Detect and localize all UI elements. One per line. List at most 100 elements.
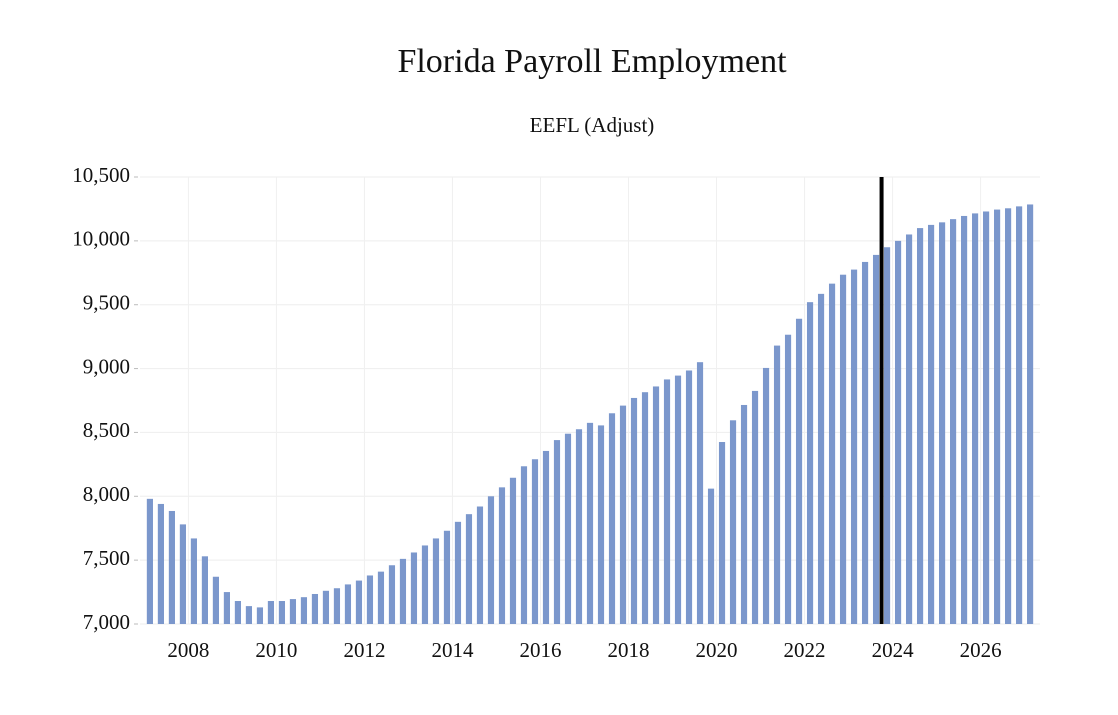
x-tick-label: 2016 [519,638,561,662]
bar [950,219,957,624]
y-tick-label: 10,500 [72,163,130,187]
bar [1016,206,1023,625]
bar [773,345,781,624]
bar [630,397,638,624]
bar [223,592,230,624]
bar [333,588,341,624]
y-tick-label: 7,500 [83,546,130,570]
bar [927,224,935,624]
bar [344,584,352,624]
x-tick-label: 2010 [255,638,297,662]
chart-title: Florida Payroll Employment [397,43,787,80]
bar [531,459,539,624]
bar [234,601,242,624]
bar [784,334,792,624]
bar [465,514,473,624]
bar [641,392,649,624]
bar [388,565,396,624]
bar [696,362,704,624]
bar [377,571,385,624]
bar [366,575,374,624]
bar [762,367,770,624]
bar [685,370,693,624]
bar [586,422,594,624]
x-tick-label: 2024 [872,638,915,662]
y-tick-label: 7,000 [83,610,130,634]
bar [608,413,616,624]
bar [850,269,858,624]
bar [707,488,715,624]
bar [498,487,506,624]
bar [597,425,605,624]
bar [883,247,891,624]
bar [619,405,627,624]
bar [322,590,330,624]
bar [410,552,418,624]
bar [245,606,253,624]
bar [300,597,308,624]
bar [740,404,748,624]
bar [443,530,451,624]
bar [839,274,847,624]
bar [487,496,495,624]
bar [894,240,902,624]
y-tick-label: 8,500 [83,418,130,442]
bar [961,215,968,624]
bar [1027,204,1034,625]
bar [542,450,550,624]
bar [289,599,297,624]
bar [267,601,275,624]
bar [751,390,759,624]
bar [553,440,561,624]
bar [817,293,825,624]
chart-subtitle: EEFL (Adjust) [530,113,655,137]
bar [905,234,913,624]
y-tick-label: 10,000 [72,227,130,251]
bar [168,510,175,624]
x-tick-label: 2008 [167,638,209,662]
bar [212,576,219,624]
bar [190,538,197,624]
bar [399,558,407,624]
bar [421,545,429,624]
x-tick-label: 2020 [696,638,738,662]
bar [652,386,660,624]
bar [861,261,869,624]
bar [729,420,737,624]
bar [454,521,462,624]
bar [476,506,484,624]
bar [575,429,583,624]
bar [146,498,153,624]
bar [872,254,880,625]
x-tick-label: 2022 [784,638,826,662]
bar [201,556,208,624]
bar [916,228,924,625]
bar [432,538,440,624]
bar [256,607,264,624]
y-tick-label: 8,000 [83,482,130,506]
bar [311,593,319,624]
bar [718,442,726,624]
bar [509,477,517,624]
bar [938,222,946,625]
bar [972,213,979,625]
bar [828,283,836,624]
y-tick-label: 9,000 [83,354,130,378]
bar [806,302,814,624]
bar [674,375,682,624]
x-tick-label: 2014 [431,638,474,662]
bar [157,503,164,624]
y-tick-label: 9,500 [83,291,130,315]
bar [1005,208,1012,625]
bar [564,433,572,624]
bar [355,580,363,624]
x-tick-label: 2018 [608,638,650,662]
bar [520,466,528,624]
bar [994,209,1001,624]
bar [663,379,671,624]
bar [278,601,286,624]
bar [179,524,186,624]
bar [983,211,990,625]
